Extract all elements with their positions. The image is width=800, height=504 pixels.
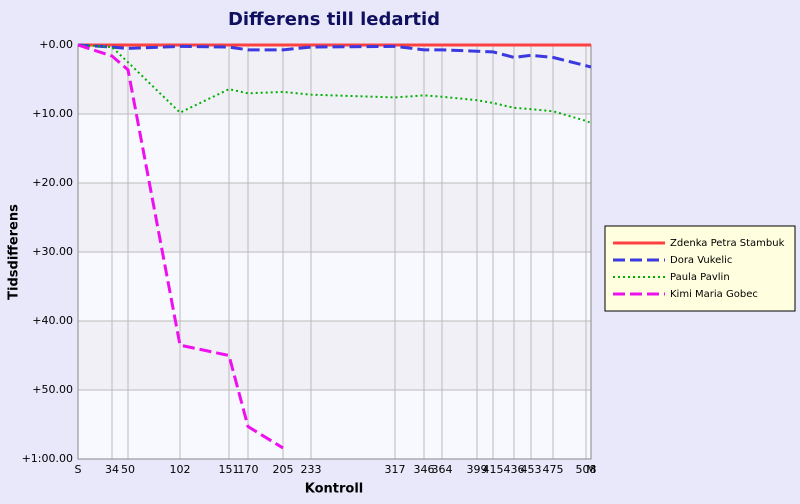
x-tick-label: 34	[105, 463, 119, 476]
x-tick-label: 415	[483, 463, 504, 476]
y-tick-label: +10.00	[32, 107, 73, 120]
x-tick-label: 508	[576, 463, 597, 476]
plot-band	[78, 114, 591, 183]
legend-label: Dora Vukelic	[670, 255, 732, 266]
series-line	[77, 44, 592, 124]
x-tick-label: 346	[414, 463, 435, 476]
series-line	[77, 43, 592, 69]
series-line	[77, 43, 284, 450]
plot-band	[78, 252, 591, 321]
x-tick-label: 102	[170, 463, 191, 476]
x-tick-label: 205	[273, 463, 294, 476]
x-tick-label: 475	[543, 463, 564, 476]
y-axis-label: Tidsdifferens	[7, 204, 22, 300]
x-tick-label: 399	[467, 463, 488, 476]
legend-label: Zdenka Petra Stambuk	[670, 238, 785, 249]
y-tick-label: +40.00	[32, 314, 73, 327]
x-tick-label: 50	[121, 463, 135, 476]
legend-label: Paula Pavlin	[670, 272, 730, 283]
plot-band	[78, 321, 591, 390]
x-tick-label: S	[75, 463, 82, 476]
legend-label: Kimi Maria Gobec	[670, 289, 758, 300]
plot-band	[78, 390, 591, 459]
y-tick-label: +1:00.00	[22, 452, 73, 465]
x-tick-label: 151	[219, 463, 240, 476]
y-tick-label: +30.00	[32, 245, 73, 258]
x-tick-label: 317	[385, 463, 406, 476]
x-tick-label: 233	[301, 463, 322, 476]
chart-title: Differens till ledartid	[228, 9, 440, 30]
x-tick-label: 364	[432, 463, 453, 476]
x-tick-label: 436	[504, 463, 525, 476]
x-tick-label: M	[586, 463, 596, 476]
x-tick-label: 453	[521, 463, 542, 476]
x-tick-label: 170	[238, 463, 259, 476]
y-tick-label: +20.00	[32, 176, 73, 189]
plot-band	[78, 183, 591, 252]
legend	[604, 225, 796, 312]
y-tick-label: +50.00	[32, 383, 73, 396]
y-tick-label: +0.00	[39, 38, 73, 51]
x-axis-label: Kontroll	[305, 482, 364, 497]
